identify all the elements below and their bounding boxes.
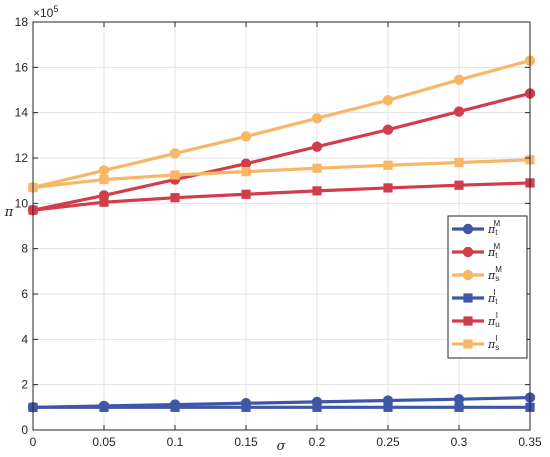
x-axis-label: σ [277, 439, 287, 454]
data-point [382, 124, 394, 135]
data-point [170, 402, 180, 412]
data-point [170, 193, 180, 203]
legend-entry: πsM [452, 265, 502, 283]
data-point [241, 189, 251, 199]
series-line [32, 58, 531, 190]
legend-entry: πsI [452, 334, 499, 352]
legend-entry: πuI [452, 311, 500, 329]
data-point [311, 113, 323, 124]
legend-label: πtI [487, 288, 498, 306]
plot-frame [32, 21, 531, 431]
data-point [241, 402, 251, 412]
legend-label: πtM [487, 219, 500, 237]
data-point [454, 402, 464, 412]
series-layer [27, 55, 536, 413]
legend-marker [463, 339, 473, 349]
data-point [240, 131, 252, 142]
plot-background [33, 22, 530, 430]
ticks: 0 0.05 0.1 0.15 0.2 0.25 0.3 0.35 0 2 4 6 8 10 12 14 16 1… [15, 15, 542, 449]
series-3 [27, 55, 536, 193]
y-multiplier-exponent: 5 [53, 4, 58, 14]
x-tick-label: 0.3 [451, 435, 468, 449]
data-point [453, 106, 465, 117]
y-axis-multiplier: ×105 [33, 4, 58, 20]
data-point [453, 74, 465, 86]
data-point [99, 197, 109, 207]
data-point [383, 160, 393, 170]
data-point [312, 163, 322, 173]
y-axis-label: π [4, 205, 14, 220]
x-tick-label: 0.2 [309, 435, 326, 449]
legend-entry: πtM [452, 219, 500, 237]
legend-label: πsI [487, 334, 499, 352]
legend-entry: πtM [452, 242, 500, 260]
legend-marker [462, 246, 474, 258]
legend-label: πtM [487, 242, 500, 260]
legend-label: πsM [487, 265, 502, 283]
x-tick-label: 0 [30, 435, 37, 449]
data-point [454, 157, 464, 168]
y-tick-label: 10 [15, 196, 29, 210]
data-point [99, 402, 109, 412]
x-tick-label: 0.35 [518, 435, 542, 449]
legend-marker [463, 293, 473, 303]
data-point [170, 170, 180, 180]
series-line [32, 181, 531, 212]
data-point [454, 180, 464, 190]
y-tick-label: 18 [15, 15, 29, 29]
series-line [32, 91, 531, 212]
series-line [32, 158, 531, 190]
legend-box [447, 215, 528, 359]
y-tick-label: 6 [21, 287, 28, 301]
legend-marker [462, 223, 474, 235]
data-point [169, 148, 181, 159]
x-tick-label: 0.1 [167, 435, 184, 449]
y-tick-label: 2 [21, 378, 28, 392]
legend-label: πuI [487, 311, 500, 329]
legend-marker [463, 316, 473, 326]
y-tick-label: 8 [21, 242, 28, 256]
y-multiplier-base: ×10 [33, 6, 54, 20]
data-point [311, 141, 323, 152]
y-tick-label: 0 [21, 423, 28, 437]
data-point [312, 186, 322, 196]
legend-entry: πtI [452, 288, 498, 306]
x-tick-label: 0.05 [92, 435, 116, 449]
data-point [382, 95, 394, 106]
data-point [241, 167, 251, 177]
y-tick-label: 14 [15, 106, 29, 120]
data-point [383, 402, 393, 412]
x-tick-label: 0.25 [376, 435, 400, 449]
legend: πtM πtM πsM πtI πuI πsI [447, 215, 528, 359]
data-point [99, 174, 109, 185]
data-point [453, 393, 465, 405]
data-point [240, 158, 252, 169]
y-tick-label: 16 [15, 60, 29, 74]
x-tick-label: 0.15 [234, 435, 258, 449]
y-tick-label: 12 [15, 151, 29, 165]
data-point [312, 402, 322, 412]
data-point [383, 183, 393, 193]
legend-marker [462, 269, 474, 281]
y-tick-label: 4 [21, 332, 28, 346]
data-point [98, 165, 110, 176]
